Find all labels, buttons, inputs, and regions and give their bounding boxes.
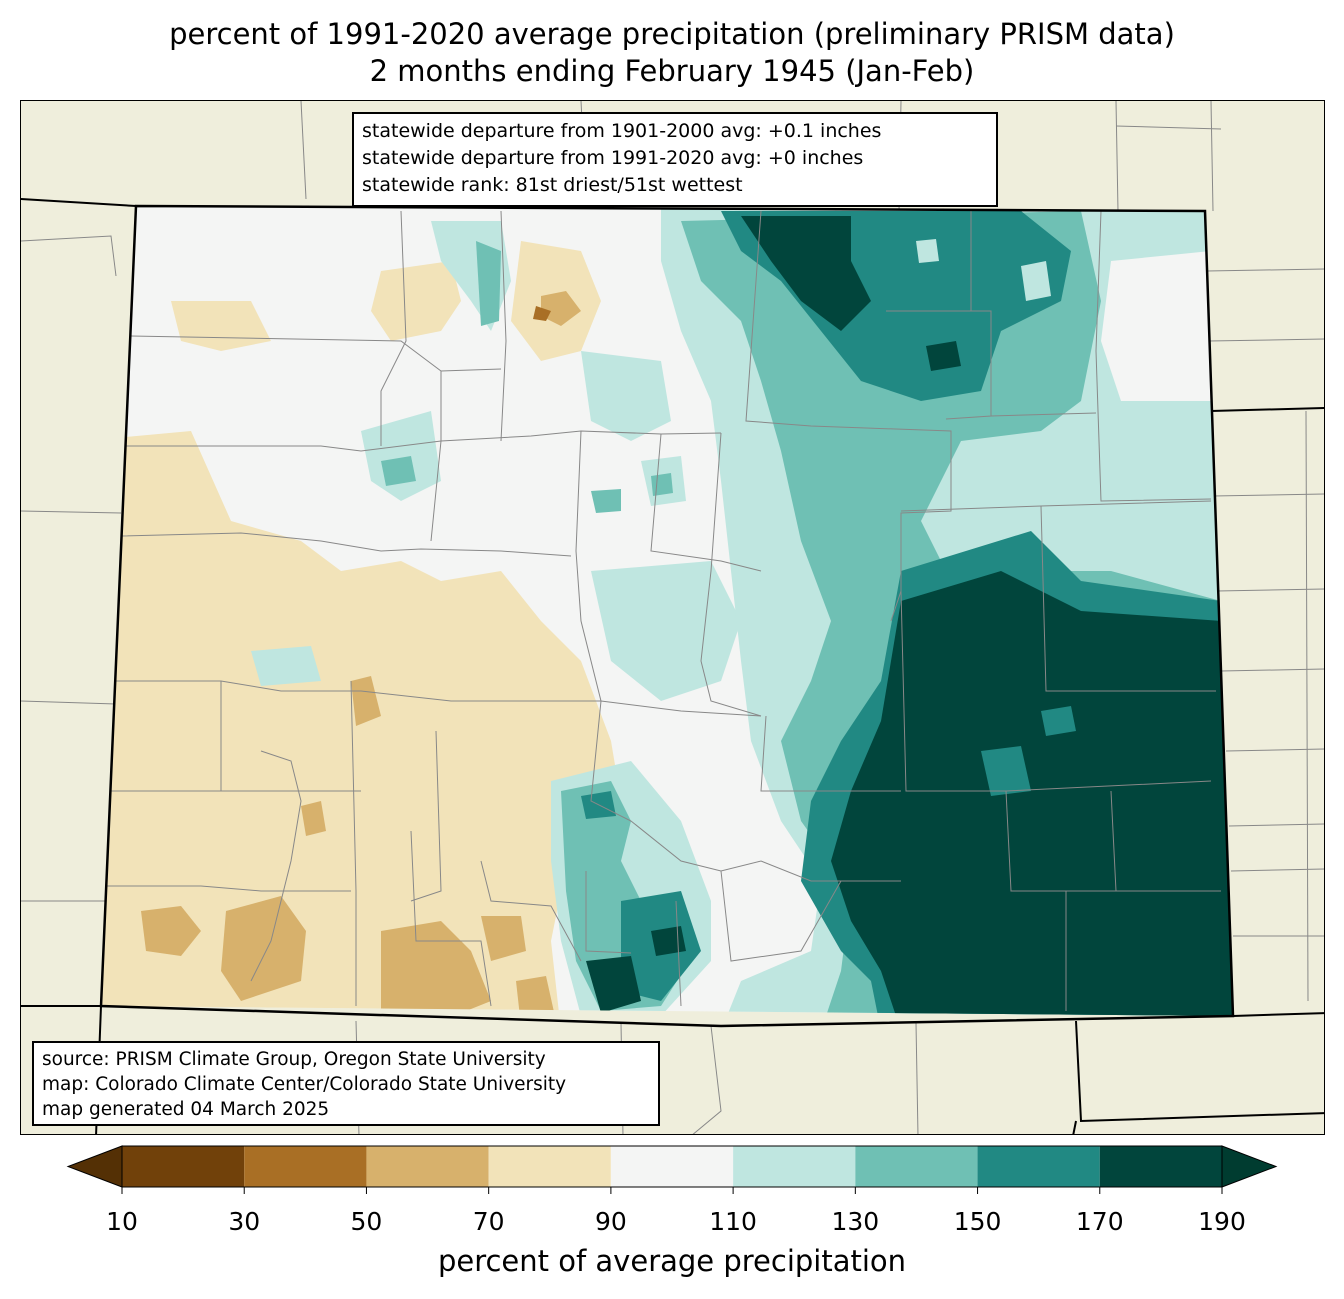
credits-map: map: Colorado Climate Center/Colorado St… bbox=[42, 1074, 567, 1095]
stats-departure-1991-2020: statewide departure from 1991-2020 avg: … bbox=[362, 147, 864, 169]
colorbar-tick-label: 10 bbox=[106, 1207, 138, 1236]
credits-source: source: PRISM Climate Group, Oregon Stat… bbox=[42, 1049, 546, 1070]
credits-box: source: PRISM Climate Group, Oregon Stat… bbox=[32, 1041, 660, 1126]
colorbar-tick-label: 90 bbox=[595, 1207, 627, 1236]
map-canvas bbox=[21, 101, 1324, 1134]
colorbar-tick-label: 30 bbox=[228, 1207, 260, 1236]
colorbar-tick-label: 190 bbox=[1198, 1207, 1246, 1236]
colorbar-outline bbox=[121, 1145, 1223, 1188]
colorbar-cell bbox=[488, 1146, 611, 1187]
colorbar-under-arrow bbox=[66, 1145, 123, 1188]
colorbar-cell bbox=[1099, 1146, 1222, 1187]
stats-rank: statewide rank: 81st driest/51st wettest bbox=[362, 174, 743, 196]
colorbar-cells bbox=[66, 1145, 1278, 1188]
colorado-border bbox=[99, 204, 1235, 1028]
colorbar-tick-label: 70 bbox=[473, 1207, 505, 1236]
colorbar-tick-label: 110 bbox=[709, 1207, 757, 1236]
colorbar-cell bbox=[244, 1146, 367, 1187]
credits-generated: map generated 04 March 2025 bbox=[42, 1099, 330, 1120]
precipitation-field bbox=[101, 206, 1233, 1016]
colorbar-cell bbox=[366, 1146, 489, 1187]
colorbar-cell bbox=[122, 1146, 245, 1187]
map-title: percent of 1991-2020 average precipitati… bbox=[169, 17, 1175, 51]
colorbar-over-arrow bbox=[1221, 1145, 1278, 1188]
colorbar-tick-label: 170 bbox=[1076, 1207, 1124, 1236]
precipitation-map: statewide departure from 1901-2000 avg: … bbox=[20, 100, 1325, 1135]
map-subtitle: 2 months ending February 1945 (Jan-Feb) bbox=[369, 54, 975, 88]
colorbar-label: percent of average precipitation bbox=[437, 1244, 907, 1278]
neighbor-state-borders bbox=[21, 198, 1324, 1134]
colorbar: 10 30 50 70 90 110 130 150 170 190 bbox=[66, 1145, 1278, 1236]
colorbar-tick-label: 130 bbox=[831, 1207, 879, 1236]
colorbar-tick-label: 150 bbox=[954, 1207, 1002, 1236]
stats-departure-1901-2000: statewide departure from 1901-2000 avg: … bbox=[362, 120, 882, 142]
colorbar-ticks: 10 30 50 70 90 110 130 150 170 190 bbox=[106, 1187, 1246, 1236]
colorbar-cell bbox=[733, 1146, 856, 1187]
colorbar-cell bbox=[977, 1146, 1100, 1187]
county-lines bbox=[106, 210, 1221, 1011]
colorbar-cell bbox=[610, 1146, 734, 1187]
colorbar-tick-label: 50 bbox=[351, 1207, 383, 1236]
colorbar-cell bbox=[855, 1146, 978, 1187]
statewide-stats-box: statewide departure from 1901-2000 avg: … bbox=[352, 112, 998, 207]
